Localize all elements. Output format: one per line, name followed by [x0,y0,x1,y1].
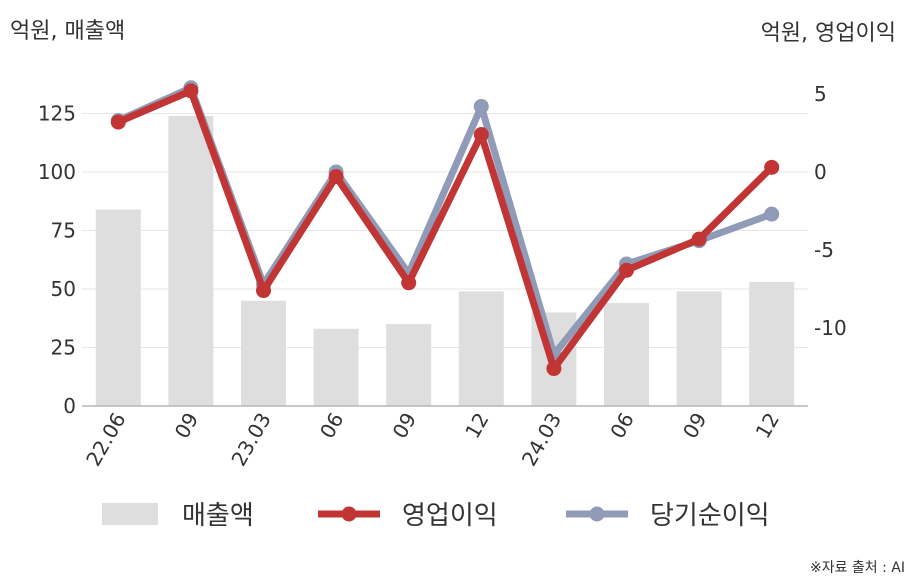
operating-profit-line [114,87,776,373]
right-axis-title: 억원, 영업이익 [761,21,896,46]
net-income-point [764,206,780,222]
bar [241,300,286,406]
bar [458,291,504,406]
x-axis-tick-label: 22.06 [81,409,130,471]
bar-series [95,115,795,406]
x-axis-tick-label: 09 [678,409,712,443]
x-axis-tick-label: 09 [170,409,204,443]
x-axis-tick-label: 23.03 [226,409,275,471]
legend: 매출액 영업이익 당기순이익 [102,501,770,531]
net-income-point [473,98,489,114]
operating-profit-point [183,83,199,99]
bar [604,303,649,406]
bar [95,209,141,406]
x-axis-tick-label: 12 [751,409,785,443]
axes: 0 25 50 75 100 125 -10 -5 0 5 22.06 09 23.03 06 09 12 24… [38,82,847,470]
operating-profit-point [328,169,344,185]
legend-swatch-marker [589,506,605,522]
x-axis-tick-label: 06 [315,409,349,443]
operating-profit-point [764,159,780,175]
left-axis-tick-label: 125 [38,102,76,126]
legend-label: 매출액 [182,501,254,531]
line-series [110,80,780,377]
operating-profit-point [401,275,417,291]
operating-profit-point [256,283,271,299]
bar [168,115,214,406]
bar [676,291,722,406]
legend-swatch-marker [341,506,357,522]
operating-profit-point [473,127,489,143]
source-note: ※자료 출처 : AI [810,560,905,576]
left-axis-title: 억원, 매출액 [10,19,125,44]
legend-label: 당기순이익 [650,501,770,531]
left-axis-tick-label: 75 [51,219,76,243]
left-axis-tick-label: 100 [38,160,76,184]
legend-label: 영업이익 [402,501,498,531]
left-axis-tick-label: 0 [63,394,76,418]
operating-profit-point [110,114,126,130]
right-axis-tick-label: 0 [814,160,827,184]
bar [749,281,795,406]
operating-profit-point [546,361,562,377]
left-axis-tick-label: 25 [51,336,76,360]
x-axis-tick-label: 12 [460,409,494,443]
x-axis-tick-label: 24.03 [517,409,566,471]
x-axis-tick-label: 06 [605,409,639,443]
right-axis-tick-label: 5 [814,82,827,106]
operating-profit-point [619,262,634,278]
net-income-line [114,84,776,359]
operating-profit-point [691,231,707,247]
left-axis-tick-label: 50 [51,277,76,301]
right-axis-tick-label: -10 [814,316,847,340]
bar [313,328,359,406]
legend-swatch-bar [102,503,158,525]
right-axis-tick-label: -5 [814,238,834,262]
bar [386,324,432,406]
x-axis-tick-label: 09 [388,409,422,443]
